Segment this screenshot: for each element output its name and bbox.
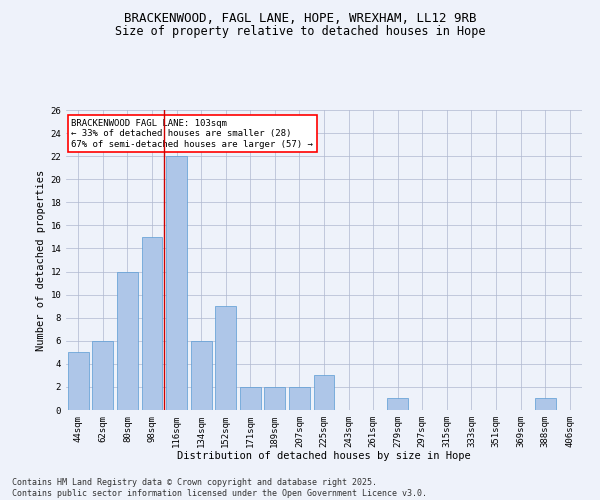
Bar — [117, 272, 138, 410]
Bar — [240, 387, 261, 410]
Text: Contains HM Land Registry data © Crown copyright and database right 2025.
Contai: Contains HM Land Registry data © Crown c… — [12, 478, 427, 498]
Bar — [191, 341, 212, 410]
Y-axis label: Number of detached properties: Number of detached properties — [36, 170, 46, 350]
Bar — [535, 398, 556, 410]
Bar — [215, 306, 236, 410]
Bar — [166, 156, 187, 410]
Text: BRACKENWOOD, FAGL LANE, HOPE, WREXHAM, LL12 9RB: BRACKENWOOD, FAGL LANE, HOPE, WREXHAM, L… — [124, 12, 476, 26]
Bar — [387, 398, 408, 410]
Bar — [314, 376, 334, 410]
Bar — [92, 341, 113, 410]
Text: BRACKENWOOD FAGL LANE: 103sqm
← 33% of detached houses are smaller (28)
67% of s: BRACKENWOOD FAGL LANE: 103sqm ← 33% of d… — [71, 119, 313, 149]
Bar — [68, 352, 89, 410]
Bar — [289, 387, 310, 410]
Text: Size of property relative to detached houses in Hope: Size of property relative to detached ho… — [115, 25, 485, 38]
Bar — [265, 387, 286, 410]
X-axis label: Distribution of detached houses by size in Hope: Distribution of detached houses by size … — [177, 452, 471, 462]
Bar — [142, 237, 163, 410]
